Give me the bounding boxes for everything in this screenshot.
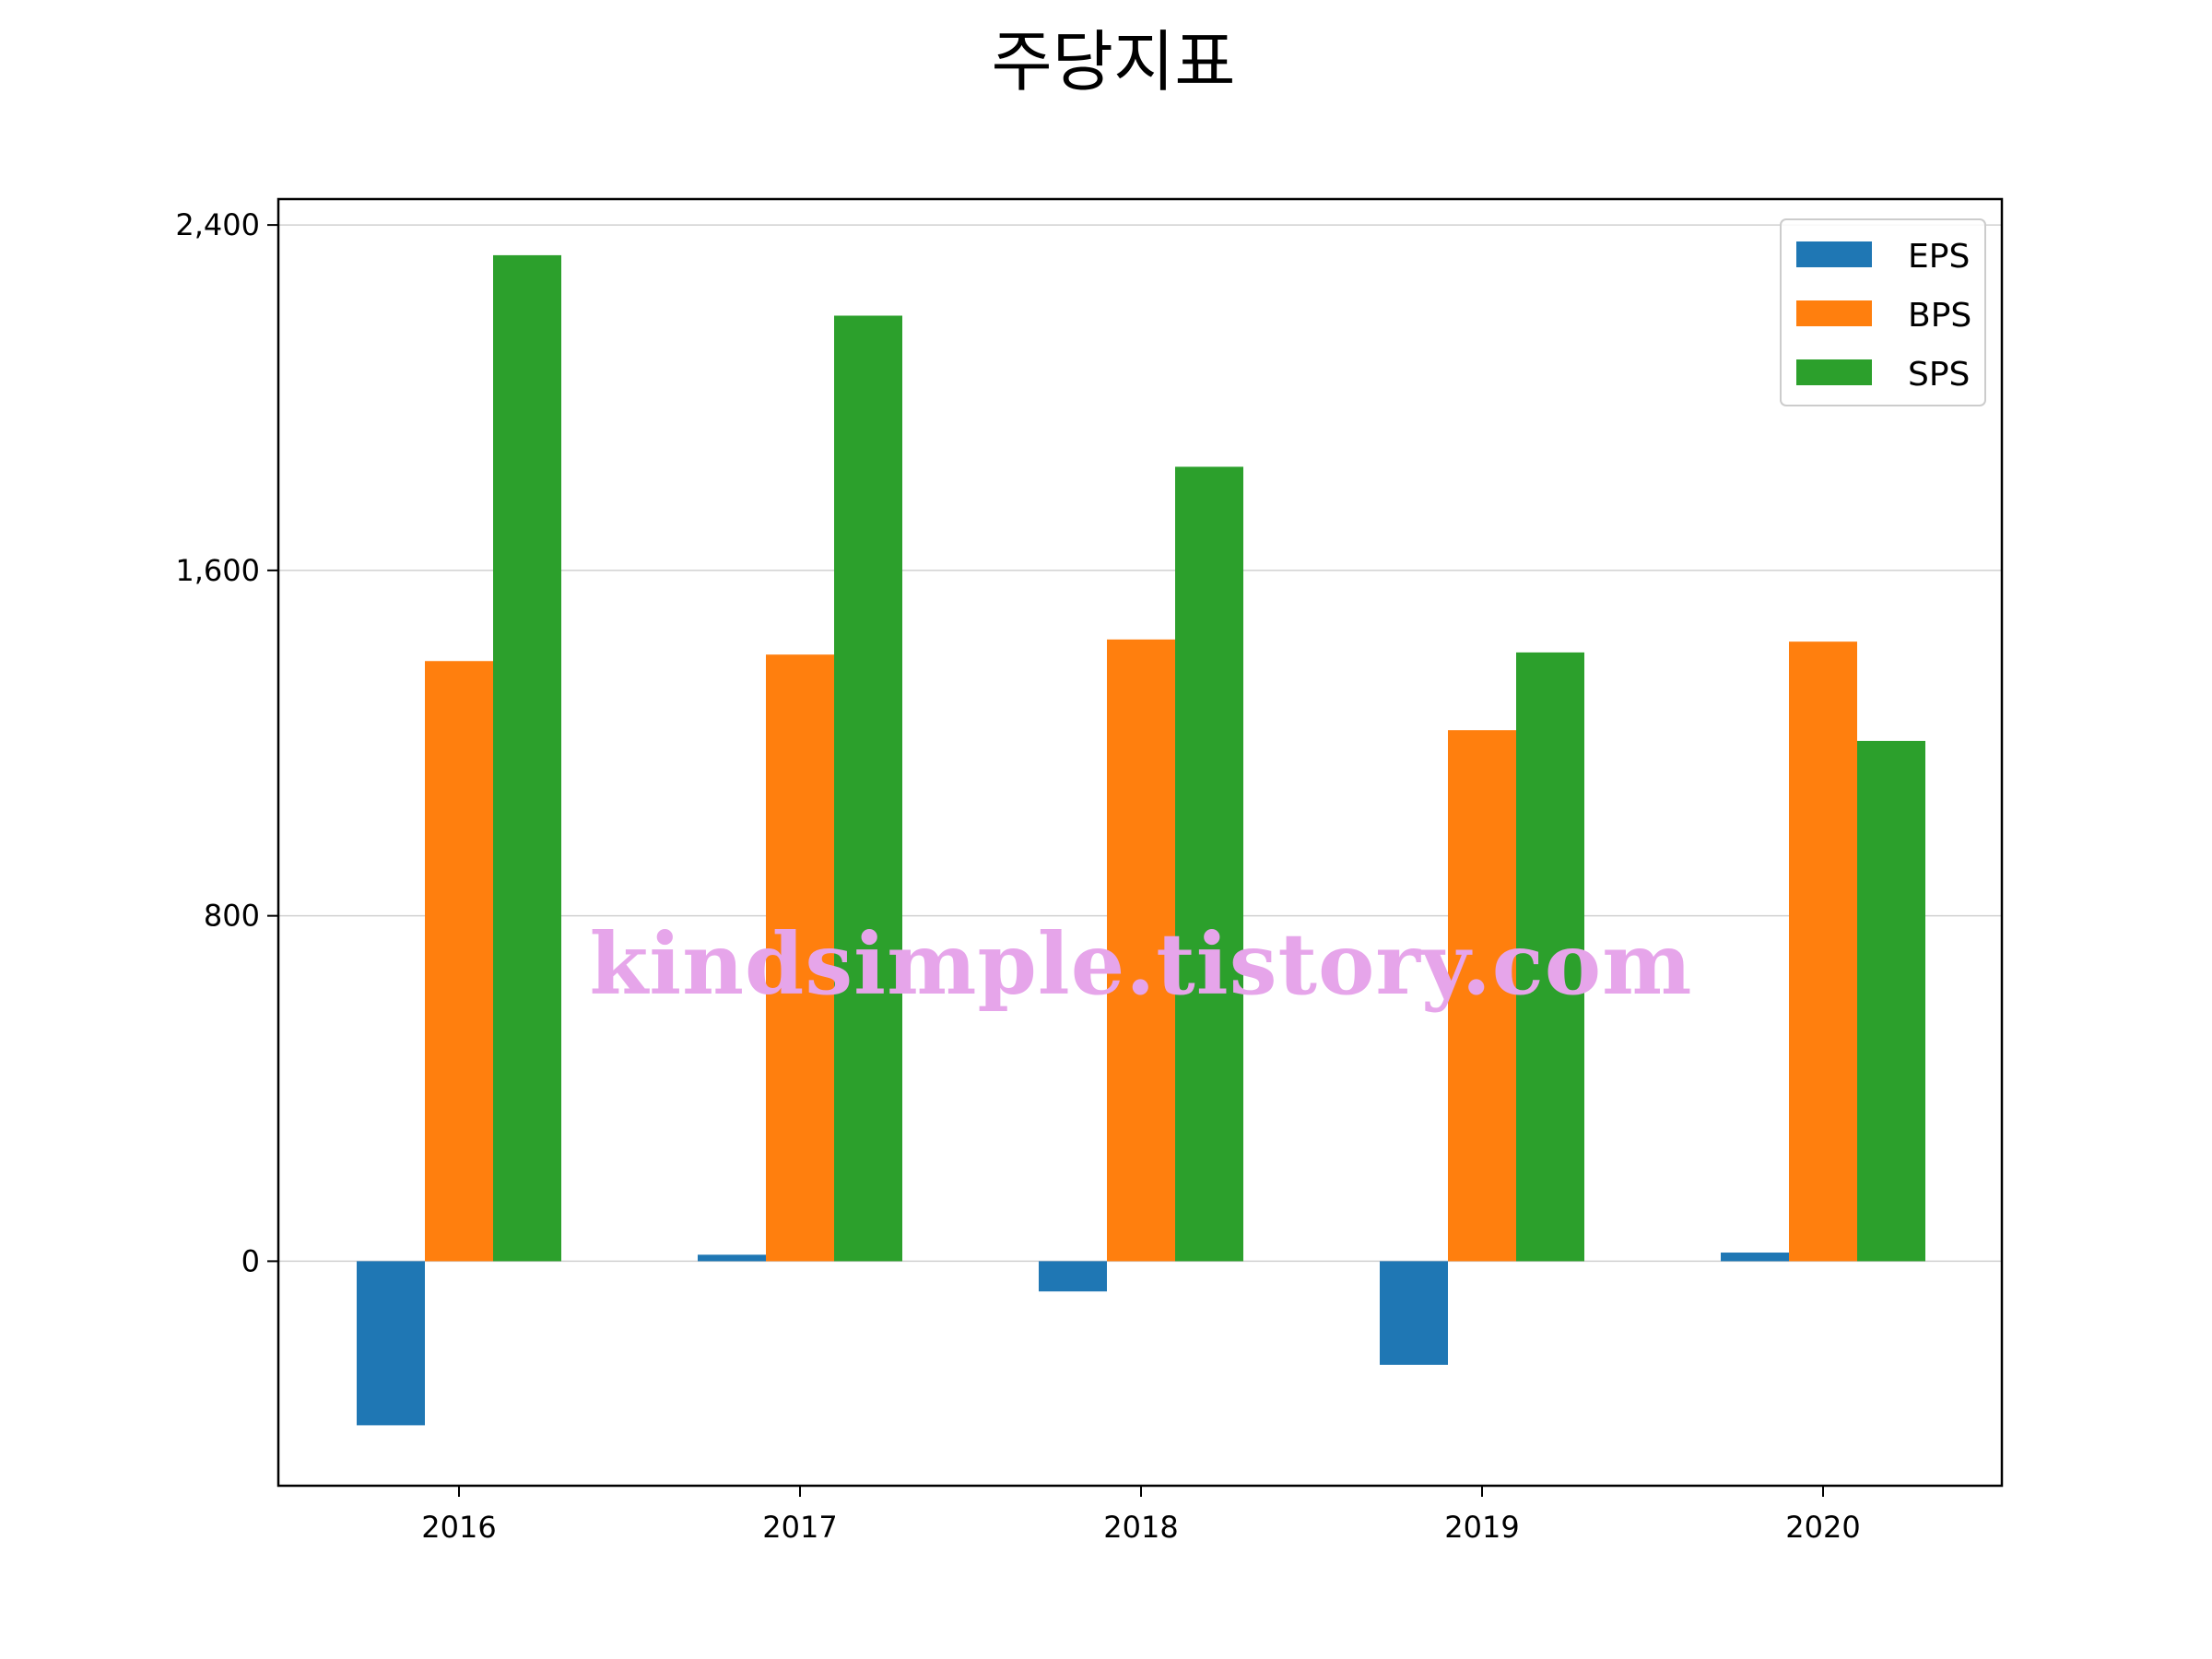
legend-swatch-bps xyxy=(1796,300,1872,326)
y-axis: 0 800 1,600 2,400 xyxy=(175,207,278,1278)
chart-title: 주당지표 xyxy=(992,23,1236,100)
bar-bps-2018 xyxy=(1107,639,1175,1262)
legend-label-sps: SPS xyxy=(1908,356,1970,394)
bar-sps-2016 xyxy=(493,254,561,1262)
watermark-text: kindsimple.tistory.com xyxy=(589,914,1692,1014)
legend-swatch-eps xyxy=(1796,241,1872,267)
legend-swatch-sps xyxy=(1796,359,1872,385)
bar-eps-2016 xyxy=(357,1261,425,1426)
bar-sps-2019 xyxy=(1516,652,1584,1262)
x-tick-label-2016: 2016 xyxy=(421,1510,496,1545)
legend: EPS BPS SPS xyxy=(1780,218,1986,406)
legend-label-bps: BPS xyxy=(1908,297,1971,335)
bar-sps-2020 xyxy=(1857,740,1925,1262)
bar-eps-2019 xyxy=(1380,1261,1448,1365)
bar-eps-2020 xyxy=(1721,1253,1789,1262)
y-tick-label: 800 xyxy=(204,899,260,934)
bar-bps-2019 xyxy=(1448,730,1516,1262)
x-tick-label-2020: 2020 xyxy=(1785,1510,1860,1545)
x-tick-label-2017: 2017 xyxy=(762,1510,837,1545)
x-tick-label-2018: 2018 xyxy=(1103,1510,1178,1545)
bar-bps-2020 xyxy=(1789,641,1857,1262)
bar-bps-2016 xyxy=(425,661,493,1262)
y-tick-label: 1,600 xyxy=(175,553,260,588)
bar-eps-2018 xyxy=(1039,1261,1107,1292)
y-tick-label: 2,400 xyxy=(175,207,260,242)
y-tick-label: 0 xyxy=(241,1243,260,1278)
legend-label-eps: EPS xyxy=(1908,238,1970,276)
bar-sps-2017 xyxy=(834,315,902,1262)
x-tick-label-2019: 2019 xyxy=(1444,1510,1519,1545)
x-axis: 2016 2017 2018 2019 2020 xyxy=(421,1486,1861,1545)
bar-eps-2017 xyxy=(698,1254,766,1262)
bar-sps-2018 xyxy=(1175,466,1243,1262)
bar-bps-2017 xyxy=(766,654,834,1262)
bars xyxy=(357,254,1925,1426)
